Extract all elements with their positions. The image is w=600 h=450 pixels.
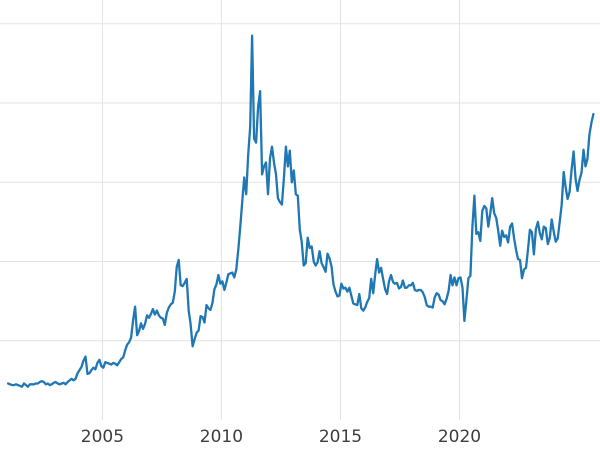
x-tick-label: 2005 xyxy=(81,427,124,447)
series-line xyxy=(6,34,595,388)
chart-series xyxy=(6,34,595,388)
x-tick-label: 2010 xyxy=(200,427,243,447)
x-tick-label: 2015 xyxy=(319,427,362,447)
chart-gridlines xyxy=(0,0,600,420)
x-axis-tick-labels: 2005 2010 2015 2020 xyxy=(81,427,481,447)
x-tick-label: 2020 xyxy=(438,427,481,447)
